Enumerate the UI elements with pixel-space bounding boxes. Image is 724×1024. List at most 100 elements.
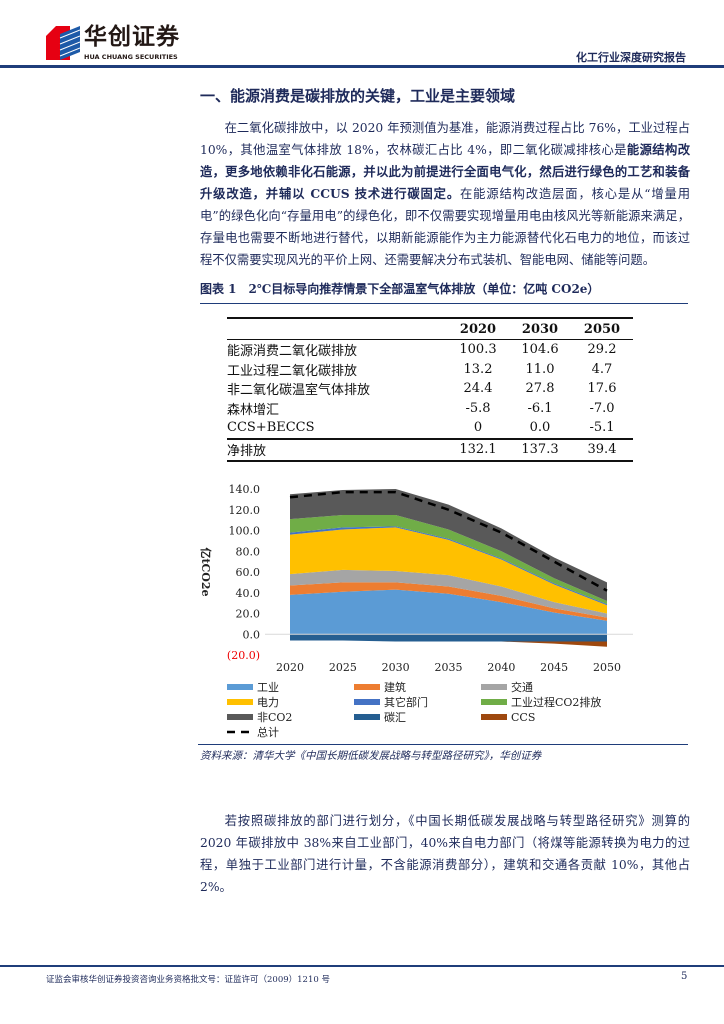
y-tick-label: (20.0) <box>227 649 260 662</box>
legend-swatch-工业过程CO2排放 <box>481 698 507 705</box>
x-tick-label: 2050 <box>593 661 621 674</box>
legend-swatch-工业 <box>227 683 253 690</box>
y-axis-label: 亿tCO2e <box>199 547 213 596</box>
table-cell: 100.3 <box>459 342 497 358</box>
table-cell: 17.6 <box>587 381 617 397</box>
emissions-table: 2020 2030 2050 能源消费二氧化碳排放 100.3 104.6 29.2 工… <box>227 317 633 462</box>
y-tick-label: 0.0 <box>243 628 261 641</box>
caption-divider <box>200 303 688 304</box>
legend-swatch-碳汇 <box>354 713 380 720</box>
table-cell: 39.4 <box>571 437 633 462</box>
legend-label: 其它部门 <box>384 695 428 709</box>
legend-label: 工业过程CO2排放 <box>511 695 601 709</box>
paragraph-1-bold: 能源结构改造，更多地依赖非化石能源，并以此为前提进行全面电气化，然后进行绿色的工… <box>200 142 690 201</box>
footer-divider <box>0 965 724 967</box>
table-row: 工业过程二氧化碳排放 13.2 11.0 4.7 <box>227 360 633 380</box>
table-cell: 29.2 <box>587 342 617 358</box>
table-cell: 能源消费二氧化碳排放 <box>227 344 358 360</box>
legend-label: 电力 <box>257 696 279 709</box>
paragraph-1-text: 在能源结构改造层面，核心是从“增量用电”的绿色化向“存量用电”的绿色化，即不仅需… <box>200 187 690 267</box>
paragraph-1: 在二氧化碳排放中，以 2020 年预测值为基准，能源消费过程占比 76%，工业过… <box>200 117 690 271</box>
section-heading: 一、能源消费是碳排放的关键，工业是主要领域 <box>200 87 516 105</box>
table-cell: -5.8 <box>465 400 491 416</box>
table-cell: -5.1 <box>589 420 615 436</box>
table-cell: 非二氧化碳温室气体排放 <box>227 383 371 399</box>
table-row: 森林增汇 -5.8 -6.1 -7.0 <box>227 399 633 419</box>
table-row: CCS+BECCS 0 0.0 -5.1 <box>227 418 633 439</box>
logo-text: 华创证券 <box>84 24 180 50</box>
table-cell: 104.6 <box>521 342 559 358</box>
table-row: 非二氧化碳温室气体排放 24.4 27.8 17.6 <box>227 379 633 399</box>
main-content: 一、能源消费是碳排放的关键，工业是主要领域 在二氧化碳排放中，以 2020 年预… <box>198 86 690 898</box>
area-碳汇 <box>290 633 607 642</box>
x-tick-label: 2020 <box>276 661 304 674</box>
table-cell: 森林增汇 <box>227 402 280 418</box>
table-header-cell: 2030 <box>509 317 571 340</box>
huachuang-logo-icon <box>46 26 80 60</box>
area-建筑 <box>290 581 607 621</box>
legend-label: 碳汇 <box>384 710 406 724</box>
paragraph-1-text: 在二氧化碳排放中，以 2020 年预测值为基准，能源消费过程占比 76%，工业过… <box>200 121 690 157</box>
table-header-cell: 2050 <box>571 317 633 340</box>
y-tick-label: 120.0 <box>229 503 261 516</box>
y-tick-label: 40.0 <box>236 586 261 599</box>
legend-swatch-交通 <box>481 683 507 690</box>
table-header-cell <box>227 317 447 340</box>
figure-source: 资料来源：清华大学《中国长期低碳发展战略与转型路径研究》，华创证券 <box>200 749 542 762</box>
table-cell: 132.1 <box>447 437 509 462</box>
legend-label: CCS <box>511 711 535 724</box>
table-header-row: 2020 2030 2050 <box>227 317 633 340</box>
y-tick-label: 80.0 <box>236 545 261 558</box>
area-CCS <box>290 639 607 647</box>
source-divider <box>198 743 688 745</box>
table-cell: 工业过程二氧化碳排放 <box>227 363 358 379</box>
legend-label: 交通 <box>511 680 533 694</box>
line-总计 <box>289 490 608 592</box>
table-cell: 4.7 <box>591 361 613 377</box>
legend-label: 总计 <box>257 725 279 739</box>
table-cell: 27.8 <box>525 381 555 397</box>
page-number: 5 <box>681 971 688 982</box>
x-tick-label: 2035 <box>435 661 463 674</box>
y-tick-label: 60.0 <box>236 566 261 579</box>
legend-label: 非CO2 <box>257 711 292 724</box>
legend-swatch-建筑 <box>354 683 380 690</box>
y-tick-label: 140.0 <box>229 483 261 496</box>
table-cell: CCS+BECCS <box>227 420 315 436</box>
table-cell: 净排放 <box>227 437 447 462</box>
legend-swatch-电力 <box>227 698 253 705</box>
footer-license: 证监会审核华创证券投资咨询业务资格批文号：证监许可（2009）1210 号 <box>46 975 330 985</box>
legend-swatch-其它部门 <box>354 698 380 705</box>
x-tick-label: 2045 <box>540 661 568 674</box>
legend-swatch-CCS <box>481 713 507 720</box>
area-交通 <box>290 569 607 618</box>
table-row: 能源消费二氧化碳排放 100.3 104.6 29.2 <box>227 340 633 360</box>
table-cell: 0.0 <box>529 420 551 436</box>
table-cell: -6.1 <box>527 400 553 416</box>
area-非CO2 <box>290 488 607 601</box>
report-type: 化工行业深度研究报告 <box>576 51 686 64</box>
table-cell: 0 <box>473 420 483 436</box>
area-工业过程CO2排放 <box>290 514 607 604</box>
x-tick-label: 2030 <box>382 661 410 674</box>
legend-label: 工业 <box>257 681 279 694</box>
table-cell: 13.2 <box>463 361 493 377</box>
table-cell: 11.0 <box>525 361 555 377</box>
paragraph-2: 若按照碳排放的部门进行划分，《中国长期低碳发展战略与转型路径研究》测算的 202… <box>200 813 690 894</box>
table-header-cell: 2020 <box>447 317 509 340</box>
logo-subtext: HUA CHUANG SECURITIES <box>84 53 178 61</box>
table-row: 净排放 132.1 137.3 39.4 <box>227 437 633 462</box>
area-工业 <box>290 589 607 634</box>
figure-caption: 图表 1 2℃目标导向推荐情景下全部温室气体排放（单位：亿吨 CO2e） <box>200 282 600 296</box>
table-cell: 137.3 <box>509 437 571 462</box>
header-divider <box>0 65 724 68</box>
legend-label: 建筑 <box>384 680 406 694</box>
area-电力 <box>290 526 607 613</box>
x-tick-label: 2025 <box>329 661 357 674</box>
x-tick-label: 2040 <box>487 661 515 674</box>
emissions-area-chart: (20.0) 0.0 20.0 40.0 60.0 80.0 100.0 120.0 140.0… <box>199 483 633 739</box>
table-cell: 24.4 <box>463 381 493 397</box>
table-cell: -7.0 <box>589 400 615 416</box>
y-tick-label: 100.0 <box>229 524 261 537</box>
y-tick-label: 20.0 <box>236 607 261 620</box>
